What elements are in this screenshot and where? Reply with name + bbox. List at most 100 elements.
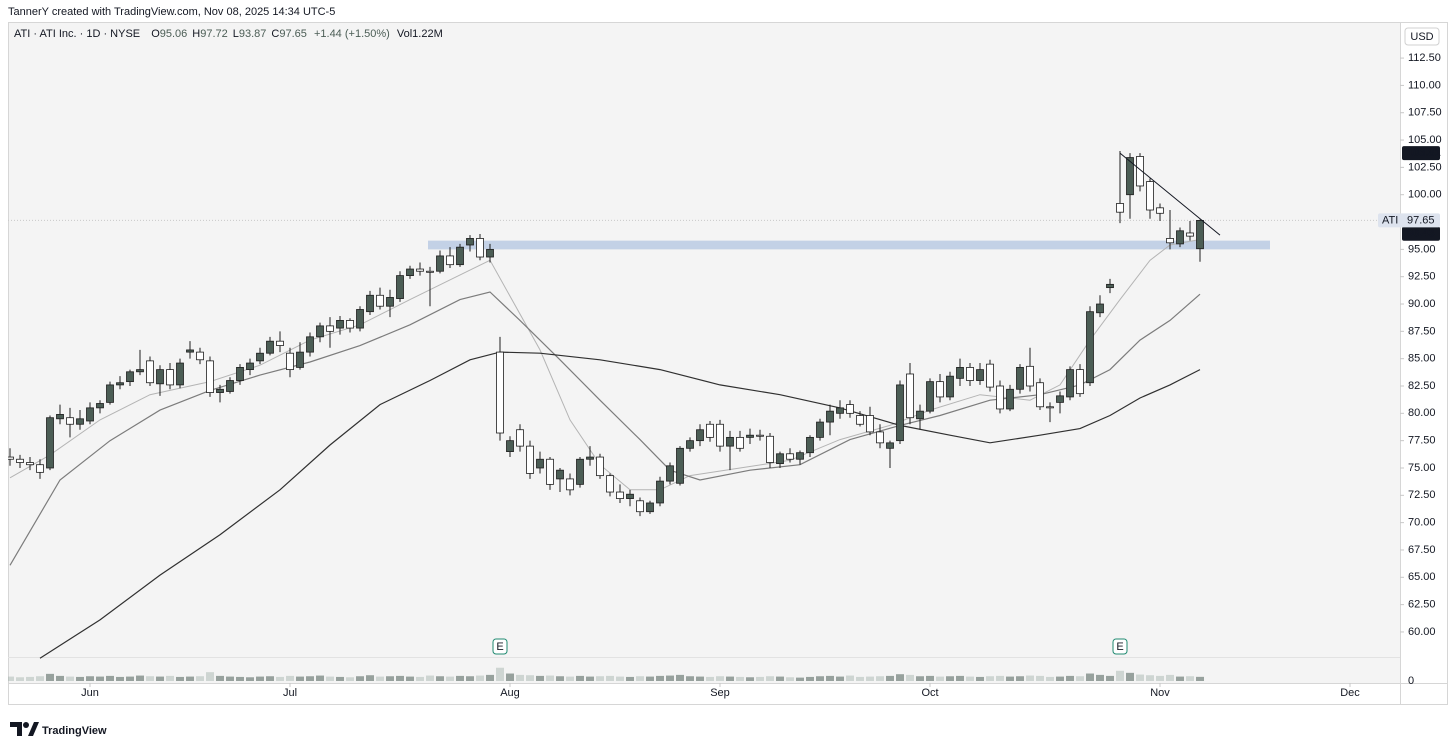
volume-bar <box>736 676 744 681</box>
candle-body <box>276 340 284 346</box>
legend: ATI · ATI Inc. · 1D · NYSE O95.06 H97.72 L… <box>14 28 443 40</box>
volume-bar <box>896 674 904 681</box>
candle-body <box>136 369 144 373</box>
candle-body <box>1156 207 1164 214</box>
candle-body <box>956 367 964 379</box>
volume-bar <box>226 676 234 681</box>
ohlc: O95.06 H97.72 L93.87 C97.65 <box>151 28 307 40</box>
candle-body <box>106 384 114 403</box>
y-tick-label: 77.50 <box>1408 435 1436 447</box>
volume-bar <box>576 675 584 681</box>
volume-bar <box>436 676 444 681</box>
candle-body <box>1176 230 1184 245</box>
volume-bar <box>386 676 394 681</box>
volume-bar <box>1046 676 1054 681</box>
candle-body <box>66 417 74 425</box>
volume-bar <box>616 676 624 681</box>
candle-body <box>936 381 944 398</box>
candle-body <box>506 440 514 452</box>
candle-body <box>966 367 974 381</box>
candle-body <box>516 429 524 447</box>
candle-body <box>596 456 604 477</box>
volume-bar <box>376 676 384 681</box>
candle-body <box>156 369 164 385</box>
candle-body <box>236 367 244 381</box>
volume-label: Vol1.22M <box>397 28 443 40</box>
candle-body <box>46 417 54 469</box>
volume-bar <box>556 676 564 681</box>
candle-body <box>406 268 414 277</box>
volume-bar <box>466 676 474 681</box>
candle-body <box>1096 303 1104 314</box>
ohlc-key: H <box>192 28 200 40</box>
candle-body <box>436 255 444 272</box>
volume-bar <box>906 674 914 681</box>
candle-body <box>1086 311 1094 384</box>
candle-body <box>476 238 484 258</box>
candle-body <box>666 465 674 482</box>
candle-body <box>846 404 854 414</box>
candle-body <box>326 325 334 332</box>
volume-bar <box>36 676 44 681</box>
volume-bar <box>1036 675 1044 681</box>
candle-body <box>576 458 584 485</box>
last-price-value: 97.65 <box>1407 214 1435 226</box>
volume-bar <box>806 676 814 681</box>
credit: TannerY created with TradingView.com, No… <box>8 6 335 18</box>
candle-body <box>736 436 744 449</box>
candle-body <box>746 434 754 438</box>
volume-bar <box>776 676 784 681</box>
volume-bar <box>46 673 54 681</box>
volume-bar <box>366 675 374 681</box>
chart-frame <box>8 22 1448 705</box>
candle-body <box>356 309 364 329</box>
volume-bar <box>106 675 114 681</box>
brand-logo <box>10 722 39 736</box>
volume-bar <box>1066 675 1074 681</box>
x-tick-label: Jun <box>81 687 99 699</box>
candle-body <box>1046 406 1054 409</box>
candle-body <box>716 423 724 447</box>
currency: USD <box>1410 31 1433 43</box>
candle-body <box>866 415 874 433</box>
candle-body <box>946 375 954 398</box>
volume-bar <box>1106 675 1114 681</box>
candle-body <box>396 275 404 299</box>
volume-bar <box>876 676 884 681</box>
volume-bar <box>456 675 464 681</box>
candle-body <box>1116 203 1124 213</box>
candle-body <box>536 458 544 469</box>
candle-body <box>606 475 614 493</box>
volume-bar <box>976 676 984 681</box>
candle-body <box>126 371 134 383</box>
candle-body <box>366 294 374 313</box>
volume-bar <box>346 677 354 681</box>
volume-bar <box>126 676 134 681</box>
y-tick-label: 95.00 <box>1408 243 1436 255</box>
candle-body <box>706 423 714 438</box>
candle-body <box>116 382 124 386</box>
candle-body <box>1166 238 1174 244</box>
volume-bar <box>246 677 254 681</box>
volume-bar <box>1016 676 1024 681</box>
volume-bar <box>676 674 684 681</box>
candle-body <box>426 270 434 273</box>
candle-body <box>226 380 234 392</box>
candle-body <box>906 373 914 419</box>
candle-body <box>696 429 704 442</box>
candle-body <box>186 349 194 353</box>
y-tick-label: 105.00 <box>1408 134 1442 146</box>
price-tag <box>1402 146 1440 161</box>
candle-body <box>786 453 794 460</box>
candle-body <box>246 362 254 371</box>
candle-body <box>1186 232 1194 237</box>
volume-bar <box>336 676 344 681</box>
volume-bar <box>1056 676 1064 681</box>
candle-body <box>1016 367 1024 390</box>
candle-body <box>616 491 624 499</box>
volume-bar <box>666 675 674 681</box>
volume-bar <box>786 677 794 681</box>
candle-body <box>36 464 44 473</box>
volume-bar <box>1166 674 1174 681</box>
volume-bar <box>636 676 644 681</box>
